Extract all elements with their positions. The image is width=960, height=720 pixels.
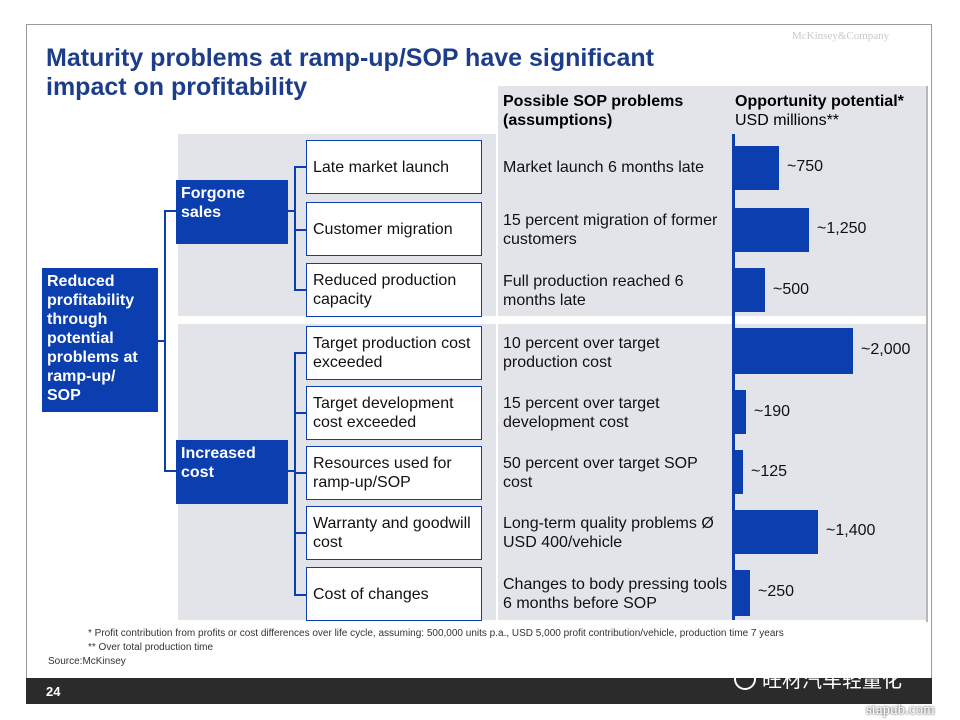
leaf-box: Warranty and goodwill cost [306, 506, 482, 560]
opportunity-value-label: ~500 [773, 281, 810, 298]
opportunity-value-label: ~250 [758, 583, 795, 600]
opportunity-bar [735, 450, 743, 494]
group1-trunk [294, 166, 296, 290]
leaf-connector [294, 166, 306, 168]
problem-text: Full production reached 6 months late [503, 273, 684, 309]
watermark-text: 旺材汽车轻量化 [762, 670, 902, 692]
leaf-connector [294, 532, 306, 534]
leaf-box: Customer migration [306, 202, 482, 256]
root-box: Reduced profitability through potential … [42, 268, 158, 412]
leaf-connector [294, 412, 306, 414]
site-watermark: stapub.com [866, 702, 935, 718]
problem-text: Market launch 6 months late [503, 159, 704, 176]
problem-text: 50 percent over target SOP cost [503, 455, 698, 491]
slide-footer-bar [26, 678, 932, 704]
problem-text: Changes to body pressing tools 6 months … [503, 576, 728, 612]
leaf-connector [294, 229, 306, 231]
opportunity-bar [735, 208, 809, 252]
group1-connector-in [164, 210, 176, 212]
root-connector [158, 340, 166, 342]
leaf-box: Cost of changes [306, 567, 482, 621]
group-box-forgone-sales: Forgone sales [176, 180, 288, 244]
opportunity-bar [735, 146, 779, 190]
opportunity-value-label: ~1,400 [826, 522, 876, 539]
group2-connector-in [164, 470, 176, 472]
header-band [498, 86, 926, 134]
opportunity-value-label: ~2,000 [861, 341, 911, 358]
potential-header-main: Opportunity potential* [735, 93, 904, 110]
opportunity-value-label: ~1,250 [817, 220, 867, 237]
opportunity-bar [735, 570, 750, 616]
bar-axis-line [732, 134, 735, 620]
opportunity-bar [735, 510, 818, 554]
problems-header: Possible SOP problems (assumptions) [503, 93, 684, 129]
problem-text: Long-term quality problems Ø USD 400/veh… [503, 515, 714, 551]
leaf-box: Target development cost exceeded [306, 386, 482, 440]
potential-header-unit: USD millions** [735, 112, 840, 129]
problem-text: 15 percent over target development cost [503, 395, 660, 431]
opportunity-bar [735, 390, 746, 434]
potential-header: Opportunity potential* USD millions** [735, 92, 931, 130]
leaf-box: Late market launch [306, 140, 482, 194]
leaf-box: Resources used for ramp-up/SOP [306, 446, 482, 500]
problem-text: 10 percent over target production cost [503, 335, 660, 371]
page-number: 24 [46, 684, 61, 699]
group-box-increased-cost: Increased cost [176, 440, 288, 504]
chart-right-border [926, 86, 928, 622]
group1-connector-out [288, 210, 296, 212]
opportunity-bar [735, 328, 853, 374]
leaf-connector [294, 352, 306, 354]
footnote-1: * Profit contribution from profits or co… [88, 628, 784, 639]
brand-logo-text: McKinsey&Company [792, 30, 890, 42]
root-trunk [164, 210, 166, 472]
source-note: Source:McKinsey [48, 656, 126, 667]
problem-text: 15 percent migration of former customers [503, 212, 718, 248]
wechat-icon [734, 667, 756, 690]
opportunity-value-label: ~750 [787, 158, 824, 175]
leaf-connector [294, 289, 306, 291]
slide-title: Maturity problems at ramp-up/SOP have si… [46, 44, 654, 101]
wechat-watermark: 旺材汽车轻量化 [734, 664, 902, 693]
leaf-connector [294, 594, 306, 596]
column-separator [496, 86, 498, 620]
leaf-connector [294, 472, 306, 474]
leaf-box: Reduced production capacity [306, 263, 482, 317]
leaf-box: Target production cost exceeded [306, 326, 482, 380]
opportunity-value-label: ~125 [751, 463, 788, 480]
footnote-2: ** Over total production time [88, 642, 214, 653]
opportunity-value-label: ~190 [754, 403, 791, 420]
opportunity-bar [735, 268, 765, 312]
group2-connector-out [288, 470, 296, 472]
